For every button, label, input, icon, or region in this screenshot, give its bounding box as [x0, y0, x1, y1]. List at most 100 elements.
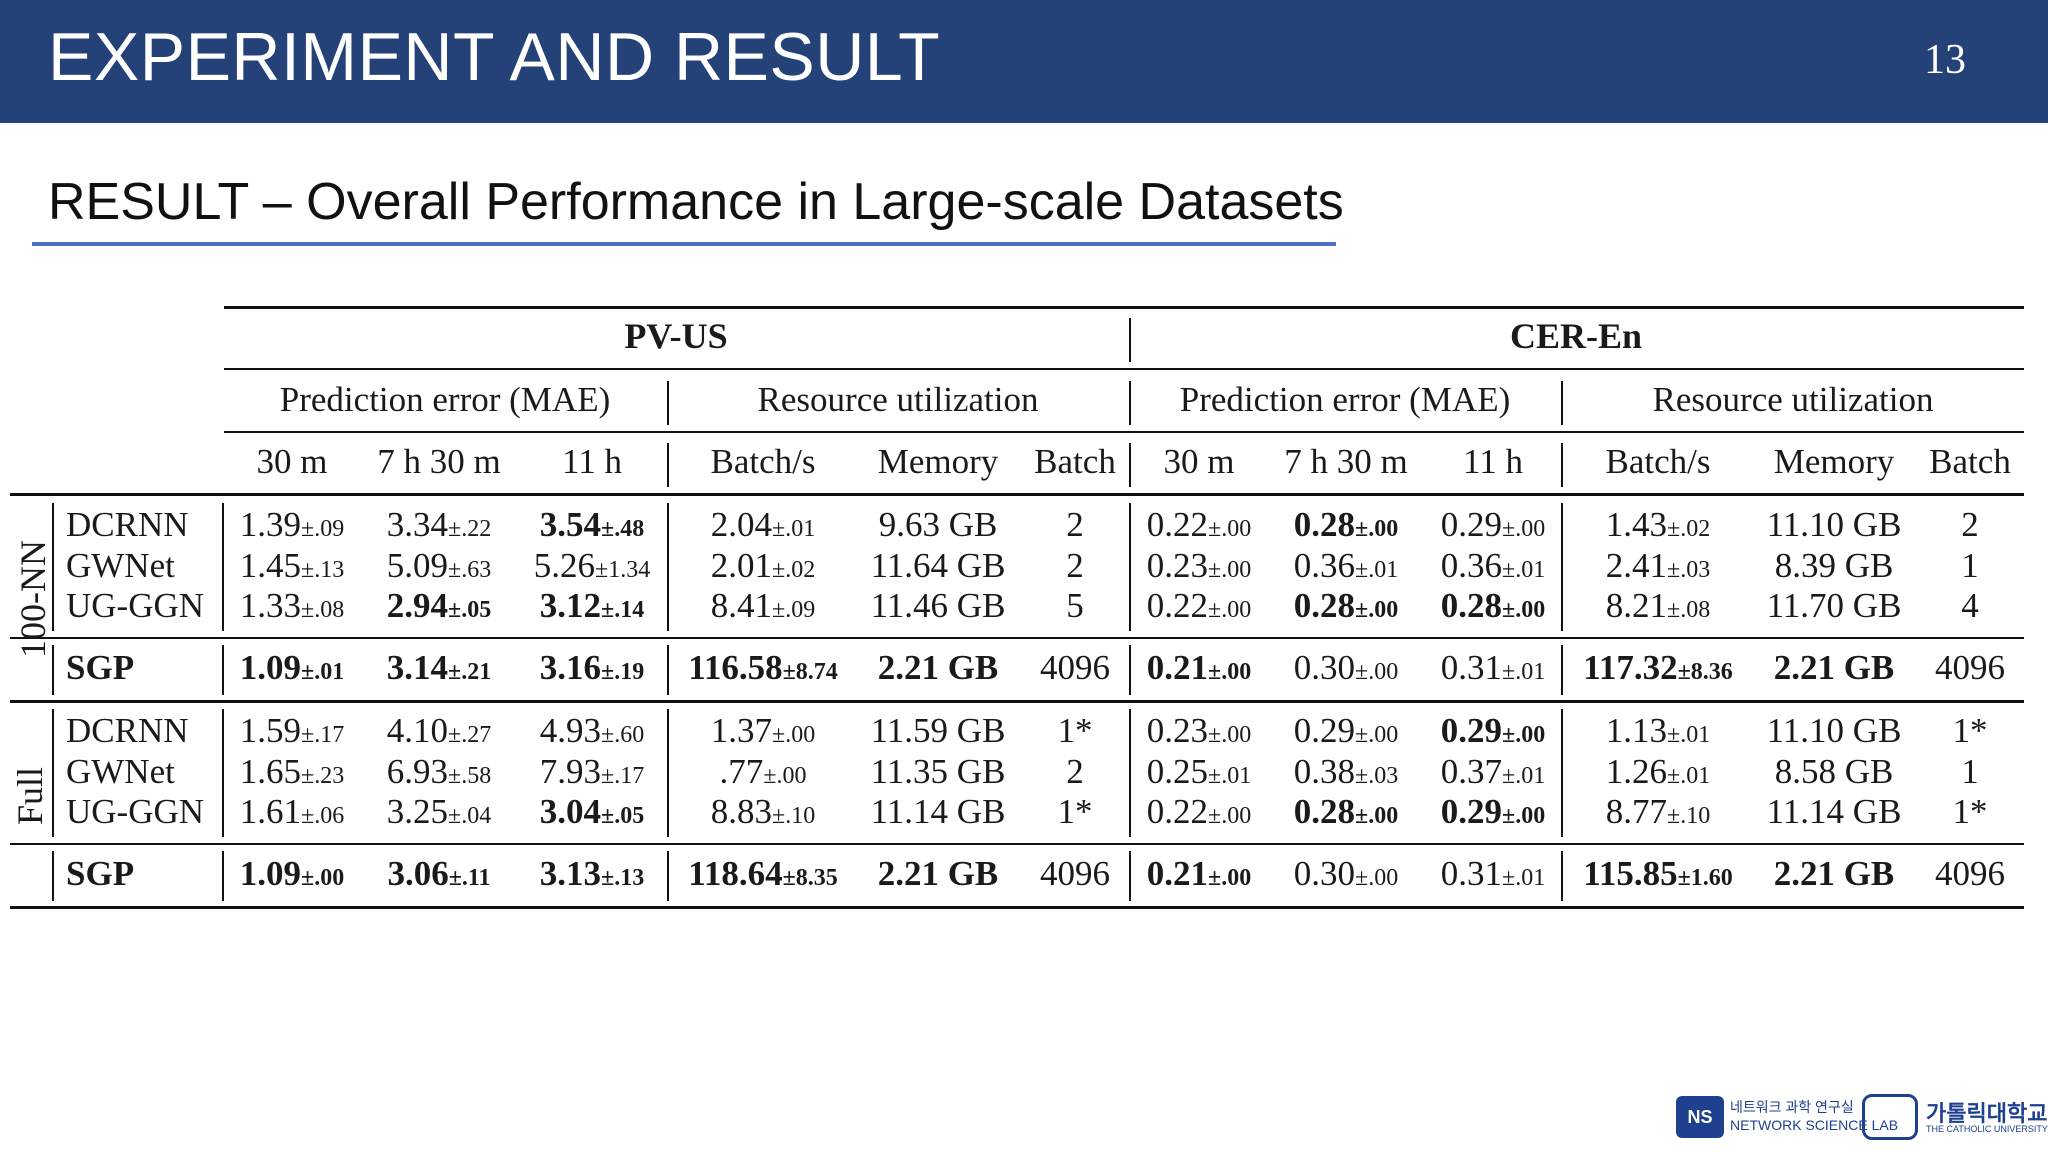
body-divider	[667, 851, 669, 901]
column-header: 30 m	[256, 442, 328, 481]
table-cell: 0.31±.01	[1441, 648, 1545, 692]
dataset-header-pv-us: PV-US	[624, 316, 728, 356]
header-bottom-rule	[10, 493, 2024, 496]
table-cell: 1*	[1953, 711, 1988, 751]
cell-value: 1	[1961, 752, 1979, 791]
table-cell: 4.93±.60	[540, 711, 644, 755]
table-cell: 11.70 GB	[1767, 586, 1902, 626]
cell-std: ±.03	[1667, 557, 1711, 583]
cell-std: ±.00	[1208, 516, 1252, 542]
table-cell: 11.35 GB	[871, 752, 1006, 792]
model-name: GWNet	[66, 752, 175, 791]
table-cell: 1*	[1953, 792, 1988, 832]
cell-value: 2	[1066, 505, 1084, 544]
column-header: 7 h 30 m	[1284, 442, 1408, 481]
column-header: Batch/s	[710, 442, 816, 481]
cell-std: ±.00	[1355, 865, 1399, 891]
cell-value: 0.31	[1440, 854, 1503, 893]
cell-std: ±.00	[1502, 803, 1546, 829]
cell-std: ±.17	[301, 722, 345, 748]
table-cell: 1.26±.01	[1606, 752, 1710, 796]
table-cell: 8.39 GB	[1775, 546, 1894, 586]
table-cell: 3.04±.05	[540, 792, 644, 836]
cell-std: ±.01	[301, 659, 345, 685]
table-cell: 0.22±.00	[1147, 505, 1251, 549]
sgp-top-rule	[10, 637, 2024, 639]
cell-value: 5	[1066, 586, 1084, 625]
cell-value: 0.28	[1293, 792, 1356, 831]
table-cell: 0.30±.00	[1294, 854, 1398, 898]
body-divider	[52, 851, 54, 901]
table-cell: 116.58±8.74	[688, 648, 838, 692]
cell-std: ±.00	[301, 865, 345, 891]
cell-value: 0.23	[1146, 546, 1209, 585]
table-cell: 8.58 GB	[1775, 752, 1894, 792]
table-cell: 118.64±8.35	[688, 854, 838, 898]
table-cell: 0.28±.00	[1294, 505, 1398, 549]
table-cell: 11.59 GB	[871, 711, 1006, 751]
table-cell: 0.23±.00	[1147, 546, 1251, 590]
table-cell: 117.32±8.36	[1583, 648, 1733, 692]
cell-value: 8.58 GB	[1774, 752, 1894, 791]
table-cell: 8.21±.08	[1606, 586, 1710, 630]
cell-std: ±.10	[772, 803, 816, 829]
cell-value: 0.28	[1293, 586, 1356, 625]
cell-value: 11.10 GB	[1766, 711, 1902, 750]
model-name: UG-GGN	[66, 792, 205, 831]
table-cell: 0.22±.00	[1147, 792, 1251, 836]
cell-value: 4096	[1040, 648, 1110, 687]
cell-std: ±.23	[301, 763, 345, 789]
column-header: 11 h	[562, 442, 622, 481]
cell-std: ±.19	[601, 659, 645, 685]
cell-value: 11.35 GB	[870, 752, 1006, 791]
cell-value: 2.21 GB	[1773, 648, 1895, 687]
table-cell: 1.33±.08	[240, 586, 344, 630]
column-header: Memory	[877, 442, 999, 481]
cell-std: ±.00	[763, 763, 807, 789]
table-cell: 0.29±.00	[1441, 792, 1545, 836]
cell-std: ±.08	[1667, 597, 1711, 623]
cell-value: 0.22	[1146, 586, 1209, 625]
body-divider	[222, 645, 224, 695]
table-cell: 115.85±1.60	[1583, 854, 1733, 898]
body-divider	[1129, 851, 1131, 901]
ns-english-name: NETWORK SCIENCE LAB	[1730, 1117, 1899, 1133]
cell-value: 0.22	[1146, 505, 1209, 544]
table-cell: 9.63 GB	[879, 505, 998, 545]
table-cell: 1.65±.23	[240, 752, 344, 796]
cell-std: ±.58	[448, 763, 492, 789]
cell-std: ±.48	[601, 516, 645, 542]
group-label-100nn: 100-NN	[13, 540, 53, 658]
table-cell: 5	[1066, 586, 1084, 626]
cell-value: 3.12	[539, 586, 602, 625]
cell-std: ±.05	[448, 597, 492, 623]
cell-std: ±.01	[1502, 763, 1546, 789]
table-cell: 0.21±.00	[1147, 648, 1251, 692]
cell-value: 0.36	[1440, 546, 1503, 585]
body-divider	[667, 645, 669, 695]
cell-value: 2.21 GB	[1773, 854, 1895, 893]
table-cell: 2.21 GB	[1774, 648, 1895, 688]
column-header: 7 h 30 m	[377, 442, 501, 481]
cell-value: 0.28	[1440, 586, 1503, 625]
header-bar: EXPERIMENT AND RESULT 13	[0, 0, 2048, 123]
body-divider	[1561, 503, 1563, 631]
dataset-rule	[224, 368, 2024, 370]
cell-std: ±.00	[1502, 597, 1546, 623]
column-divider	[667, 443, 669, 487]
table-cell: 1*	[1058, 711, 1093, 751]
table-cell: 11.10 GB	[1767, 505, 1902, 545]
table-cell: 1.45±.13	[240, 546, 344, 590]
table-cell: 4096	[1040, 854, 1110, 894]
table-cell: 0.28±.00	[1294, 792, 1398, 836]
cell-value: 1.09	[239, 648, 302, 687]
table-cell: 8.77±.10	[1606, 792, 1710, 836]
model-name: UG-GGN	[66, 586, 205, 625]
top-rule	[224, 306, 2024, 309]
cell-std: ±.10	[1667, 803, 1711, 829]
table-cell: 0.36±.01	[1294, 546, 1398, 590]
cell-std: ±.00	[1502, 516, 1546, 542]
model-name: SGP	[66, 854, 135, 893]
table-cell: 3.34±.22	[387, 505, 491, 549]
cell-std: ±.09	[301, 516, 345, 542]
